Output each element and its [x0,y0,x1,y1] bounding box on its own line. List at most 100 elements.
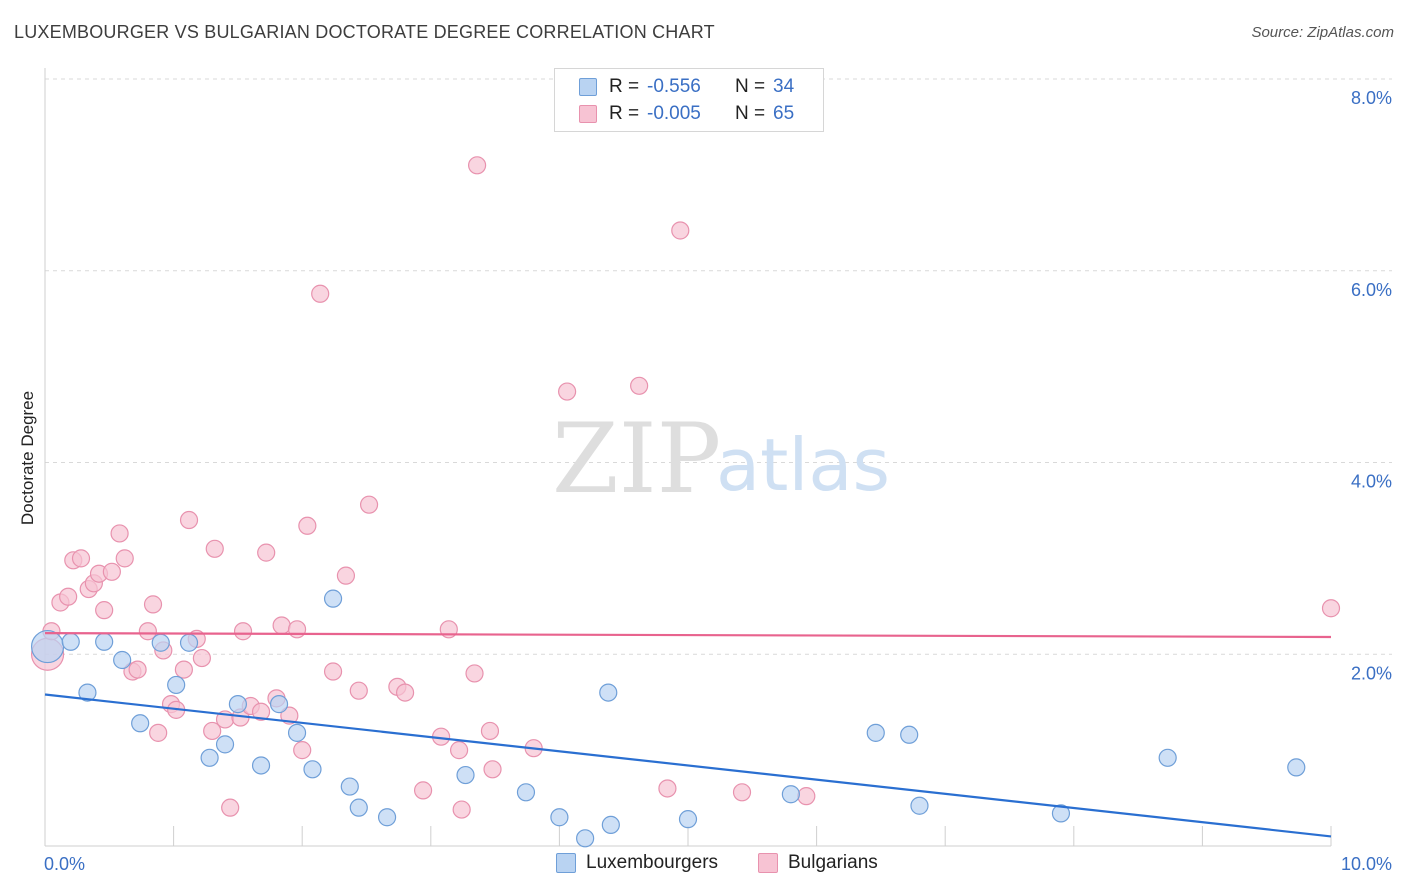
luxembourger-point [866,723,885,742]
luxembourger-point [1158,748,1177,767]
legend-row-luxembourgers: R = -0.556 N = 34 [579,75,794,99]
bulgarian-point [452,800,471,819]
legend-r-label: R = [609,76,640,97]
luxembourger-point [61,632,80,651]
bulgarian-point [483,760,502,779]
luxembourger-point [215,735,235,754]
bulgarian-point [480,721,500,741]
watermark: ZIP atlas [552,403,890,515]
luxembourger-point [228,695,247,714]
bulgarian-point [110,524,129,543]
legend-r-value: -0.005 [647,103,701,124]
legend: R = -0.556 N = 34 R = -0.005 N = 65 [554,68,824,132]
trend-lines [44,632,1332,838]
bulgarian-point [192,648,211,668]
x-tick-label: 0.0% [44,854,85,874]
luxembourger-point [340,777,359,796]
y-tick-label: 2.0% [1351,663,1392,683]
legend-n-label: N = [735,103,766,124]
bulgarian-point [143,595,163,614]
x-tick-labels: 0.0% 10.0% [44,854,1392,874]
legend-r-value: -0.556 [647,76,701,97]
luxembourger-point [303,760,322,779]
luxembourger-point [95,632,114,651]
bulgarian-point [298,516,317,535]
luxembourger-point [1287,758,1306,777]
series-luxembourgers-points [30,589,1306,848]
luxembourger-point [601,815,620,835]
bulgarian-point [128,660,147,679]
bulgarian-point [205,539,224,558]
legend-n-label: N = [735,76,766,97]
y-tick-labels: 2.0% 4.0% 6.0% 8.0% [1351,88,1392,683]
bulgarian-point [233,622,253,641]
bulgarian-point [558,382,577,401]
bulgarian-point [138,622,157,641]
bulgarian-point [467,156,487,175]
luxembourger-point [78,683,97,702]
bulgarian-point [630,376,649,395]
luxembourger-point [113,650,132,670]
bulgarian-point [174,660,193,679]
luxembourger-point [323,589,343,608]
axes [44,68,1332,847]
bottom-legend-label-bulgarians: Bulgarians [788,852,878,873]
grid-lines [45,78,1392,655]
bulgarian-point [293,741,312,760]
luxembourger-point [1051,804,1071,823]
bulgarian-point [465,664,484,683]
bulgarian-point [359,495,379,514]
luxembourger-point [516,783,536,802]
luxembourger-point [900,725,919,744]
bottom-legend-swatch-pink [758,853,778,873]
luxembourger-point [576,829,595,848]
luxembourger-point [151,633,170,652]
bulgarian-point [272,616,291,635]
y-tick-label: 8.0% [1351,88,1392,108]
legend-n-value: 65 [773,103,795,124]
luxembourger-point [599,683,618,702]
watermark-atlas: atlas [716,423,890,507]
bulgarian-point [671,221,690,240]
chart-title: LUXEMBOURGER VS BULGARIAN DOCTORATE DEGR… [14,22,715,42]
bulgarian-point [797,787,816,806]
watermark-zip: ZIP [552,403,721,515]
legend-n-value: 34 [773,76,795,97]
luxembourger-point [550,808,569,827]
luxembourger-point [781,785,800,804]
legend-swatch-blue [579,78,597,96]
bulgarian-point [280,706,299,725]
luxembourger-point [200,748,219,767]
bulgarian-point [59,587,78,606]
legend-row-bulgarians: R = -0.005 N = 65 [579,102,794,126]
luxembourger-point [30,629,65,664]
luxembourger-point [167,675,186,695]
legend-swatch-pink [579,105,597,123]
bottom-legend-luxembourgers: Luxembourgers [556,852,718,874]
luxembourger-point [456,765,475,785]
luxembourger-point [910,796,929,815]
bulgarian-point [413,781,433,800]
luxembourger-point [269,695,289,714]
luxembourger-point [131,714,150,733]
bulgarian-point [179,510,199,530]
luxembourger-point [179,633,199,652]
bulgarian-point [251,702,271,721]
bottom-legend-label-luxembourgers: Luxembourgers [586,852,719,873]
bulgarian-point [102,562,121,581]
bottom-legend-bulgarians: Bulgarians [758,852,878,874]
bulgarian-point [149,723,168,742]
luxembourger-point [251,756,271,775]
bulgarian-point [71,549,91,568]
trend-line-luxembourgers [44,693,1332,838]
bulgarian-point [323,662,343,681]
luxembourger-point [678,810,698,829]
source-label: Source: ZipAtlas.com [1251,24,1394,41]
bulgarian-point [449,741,469,760]
y-tick-label: 4.0% [1351,472,1392,492]
x-tick-label: 10.0% [1341,854,1392,874]
bulgarian-point [203,721,222,741]
bulgarian-point [1321,599,1341,618]
luxembourger-point [377,808,397,827]
